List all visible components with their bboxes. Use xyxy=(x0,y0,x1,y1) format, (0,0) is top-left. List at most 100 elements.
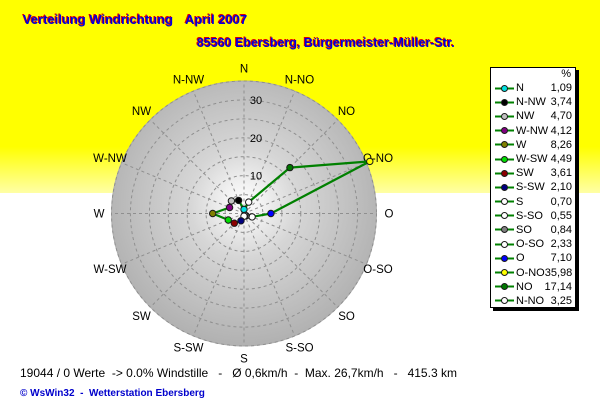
legend-direction-label: S-SW xyxy=(516,181,545,194)
legend-row: S-SO 0,55 xyxy=(491,209,575,223)
compass-label-NO: NO xyxy=(338,106,355,118)
legend-value: 4,70 xyxy=(550,110,572,123)
legend-row: W 8,26 xyxy=(491,138,575,152)
compass-label-N: N xyxy=(240,64,248,76)
compass-label-W-NW: W-NW xyxy=(93,153,127,165)
legend-direction-label: O-NO xyxy=(516,266,545,279)
grid-circle xyxy=(148,118,340,309)
grid-spoke xyxy=(243,213,367,265)
compass-label-SO: SO xyxy=(338,311,355,323)
radial-tick-label: 20 xyxy=(250,133,262,145)
data-point-W-SW xyxy=(224,216,233,224)
compass-label-N-NO: N-NO xyxy=(285,75,314,87)
title-text: Verteilung Windrichtung xyxy=(23,12,174,27)
data-point-N xyxy=(240,205,248,214)
legend-value: 0,70 xyxy=(550,195,572,208)
legend-value: 4,12 xyxy=(550,124,572,137)
legend-box: % N 1,09 N-NW 3,74 NW 4,70 W-NW 4,12 W 8,26 W-SW 4,… xyxy=(490,67,576,308)
legend-value: 0,84 xyxy=(550,223,572,236)
legend-rows: N 1,09 N-NW 3,74 NW 4,70 W-NW 4,12 W 8,26 W-SW 4,49… xyxy=(491,81,575,308)
legend-row: SW 3,61 xyxy=(491,166,575,180)
grid-circle xyxy=(167,137,321,290)
data-point-S-SW xyxy=(237,217,245,225)
compass-label-W-SW: W-SW xyxy=(93,264,126,276)
legend-direction-label: N-NW xyxy=(516,96,546,109)
compass-label-O-SO: O-SO xyxy=(363,264,392,276)
grid-spoke xyxy=(243,213,296,337)
grid-spoke xyxy=(243,90,296,214)
grid-circle xyxy=(129,99,359,328)
data-point-O-NO xyxy=(366,157,374,166)
status-line: 19044 / 0 Werte -> 0.0% Windstille - Ø 0… xyxy=(20,366,457,380)
legend-marker-icon xyxy=(495,197,516,206)
legend-marker-icon xyxy=(495,225,516,234)
legend-marker-icon xyxy=(495,282,516,291)
data-point-W xyxy=(209,209,217,218)
grid-spoke xyxy=(121,213,245,265)
legend-direction-label: NW xyxy=(516,110,535,123)
legend-direction-label: N-NO xyxy=(516,294,545,307)
legend-row: NW 4,70 xyxy=(491,109,575,123)
legend-row: NO 17,14 xyxy=(491,280,575,294)
legend-marker-icon xyxy=(495,84,516,93)
data-point-O-SO xyxy=(248,213,256,221)
legend-row: N-NO 3,25 xyxy=(491,294,575,308)
radial-tick-label: 10 xyxy=(250,171,262,183)
legend-value: 35,98 xyxy=(544,266,573,279)
legend-marker-icon xyxy=(495,268,516,277)
legend-row: O-NO 35,98 xyxy=(491,265,575,279)
copyright-line: © WsWin32 - Wetterstation Ebersberg xyxy=(20,388,205,399)
legend-direction-label: O-SO xyxy=(516,238,545,251)
legend-value: 7,10 xyxy=(550,252,572,265)
grid-spoke xyxy=(243,162,367,214)
legend-marker-icon xyxy=(495,112,516,121)
legend-value: 2,33 xyxy=(550,238,572,251)
compass-label-S-SW: S-SW xyxy=(173,343,203,355)
legend-direction-label: W-NW xyxy=(516,124,549,137)
legend-value: 2,10 xyxy=(550,181,572,194)
data-point-O xyxy=(267,209,275,218)
data-point-N-NO xyxy=(245,198,253,206)
data-point-W-NW xyxy=(225,203,234,212)
legend-marker-icon xyxy=(495,155,516,164)
compass-label-W: W xyxy=(94,209,105,221)
legend-direction-label: NO xyxy=(516,280,533,293)
legend-row: W-NW 4,12 xyxy=(491,124,575,138)
legend-direction-label: SO xyxy=(516,223,532,236)
legend-marker-icon xyxy=(495,254,516,263)
grid-spoke xyxy=(121,162,245,214)
grid-spoke xyxy=(192,213,245,337)
data-point-SW xyxy=(230,219,239,227)
legend-row: SO 0,84 xyxy=(491,223,575,237)
grid-spoke xyxy=(149,213,245,308)
compass-label-S-SO: S-SO xyxy=(285,343,313,355)
legend-marker-icon xyxy=(495,98,516,107)
legend-row: N 1,09 xyxy=(491,81,575,95)
legend-row: S-SW 2,10 xyxy=(491,180,575,194)
legend-value: 17,14 xyxy=(544,280,572,293)
legend-value: 8,26 xyxy=(550,138,572,151)
legend-direction-label: O xyxy=(516,252,525,265)
page-title: Verteilung Windrichtung April 2007 xyxy=(23,12,247,27)
legend-marker-icon xyxy=(495,240,516,249)
legend-value: 1,09 xyxy=(550,82,572,95)
legend-direction-label: W-SW xyxy=(516,153,548,166)
legend-marker-icon xyxy=(495,296,516,305)
legend-marker-icon xyxy=(495,169,516,178)
legend-row: O-SO 2,33 xyxy=(491,237,575,251)
compass-label-SW: SW xyxy=(132,311,151,323)
station-subtitle: 85560 Ebersberg, Bürgermeister-Müller-St… xyxy=(197,36,455,50)
grid-spoke xyxy=(192,90,245,214)
legend-value: 4,49 xyxy=(550,153,572,166)
legend-row: S 0,70 xyxy=(491,195,575,209)
data-point-NW xyxy=(227,197,236,205)
legend-marker-icon xyxy=(495,183,516,192)
legend-direction-label: S-SO xyxy=(516,209,543,222)
data-point-NO xyxy=(286,163,294,172)
legend-marker-icon xyxy=(495,126,516,135)
grid-spoke xyxy=(243,213,339,308)
radial-tick-label: 30 xyxy=(250,95,262,107)
compass-label-S: S xyxy=(240,354,248,366)
